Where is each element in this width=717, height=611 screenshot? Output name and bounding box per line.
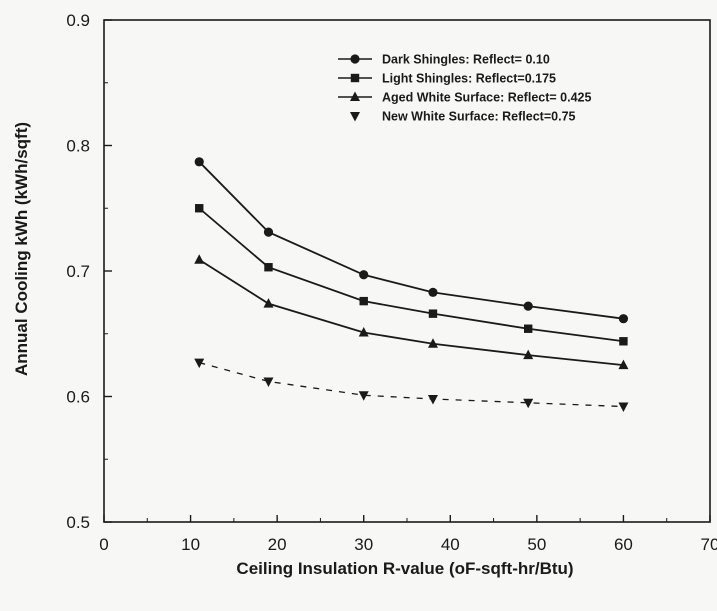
data-point bbox=[359, 296, 368, 306]
y-tick-label: 0.8 bbox=[66, 137, 90, 156]
series-1 bbox=[194, 157, 629, 324]
x-tick-label: 10 bbox=[181, 535, 200, 554]
x-tick-label: 50 bbox=[527, 535, 546, 554]
series-line bbox=[198, 258, 624, 367]
data-point bbox=[618, 359, 629, 370]
data-point bbox=[427, 395, 438, 405]
x-tick-label: 0 bbox=[99, 535, 108, 554]
data-point bbox=[523, 349, 534, 360]
legend-item-3: Aged White Surface: Reflect= 0.425 bbox=[338, 91, 591, 105]
y-tick-label: 0.7 bbox=[66, 262, 90, 281]
data-point bbox=[263, 298, 274, 308]
y-axis-title: Annual Cooling kWh (kWh/sqft) bbox=[12, 122, 31, 376]
data-point bbox=[194, 254, 205, 264]
axes: 0 10 20 30 40 50 60 70 0.5 0.6 0.7 0.8 0.9 bbox=[66, 11, 717, 554]
y-tick-label: 0.9 bbox=[66, 11, 90, 30]
legend-label: New White Surface: Reflect=0.75 bbox=[382, 110, 576, 124]
legend-marker bbox=[350, 91, 360, 101]
legend-marker bbox=[350, 73, 360, 83]
legend: Dark Shingles: Reflect= 0.10 Light Shingl… bbox=[338, 53, 591, 124]
x-tick-label: 20 bbox=[268, 535, 287, 554]
series-4 bbox=[194, 358, 629, 413]
data-point bbox=[428, 309, 438, 318]
x-tick-label: 40 bbox=[441, 535, 460, 554]
data-point bbox=[358, 326, 369, 337]
data-point bbox=[359, 270, 369, 280]
series-line bbox=[199, 361, 624, 408]
data-point bbox=[263, 377, 274, 387]
data-point bbox=[619, 337, 628, 346]
legend-marker bbox=[350, 54, 360, 64]
y-tick-label: 0.5 bbox=[66, 513, 90, 532]
data-point bbox=[263, 227, 274, 237]
series-line bbox=[198, 207, 624, 343]
series-3 bbox=[194, 254, 629, 370]
legend-item-4: New White Surface: Reflect=0.75 bbox=[350, 110, 576, 124]
legend-item-2: Light Shingles: Reflect=0.175 bbox=[338, 72, 556, 86]
legend-marker bbox=[350, 112, 360, 122]
x-tick-label: 70 bbox=[701, 535, 717, 554]
x-tick-label: 30 bbox=[354, 535, 373, 554]
data-point bbox=[428, 287, 438, 297]
legend-item-1: Dark Shingles: Reflect= 0.10 bbox=[338, 53, 550, 67]
legend-label: Aged White Surface: Reflect= 0.425 bbox=[382, 91, 591, 105]
y-tick-label: 0.6 bbox=[66, 388, 90, 407]
data-point bbox=[427, 338, 438, 348]
data-point bbox=[264, 263, 273, 272]
data-point bbox=[618, 402, 629, 413]
legend-label: Light Shingles: Reflect=0.175 bbox=[382, 72, 556, 86]
data-point bbox=[523, 398, 534, 409]
series-line bbox=[198, 161, 624, 320]
data-point bbox=[194, 157, 204, 167]
data-point bbox=[195, 204, 204, 213]
data-point bbox=[618, 314, 629, 324]
series-2 bbox=[195, 204, 628, 346]
data-point bbox=[524, 324, 533, 333]
x-axis-title: Ceiling Insulation R-value (oF-sqft-hr/B… bbox=[236, 559, 573, 578]
x-tick-label: 60 bbox=[614, 535, 633, 554]
data-point bbox=[523, 301, 533, 311]
series-layer bbox=[194, 157, 629, 413]
legend-label: Dark Shingles: Reflect= 0.10 bbox=[382, 53, 550, 67]
data-point bbox=[194, 358, 205, 369]
data-point bbox=[358, 391, 369, 401]
